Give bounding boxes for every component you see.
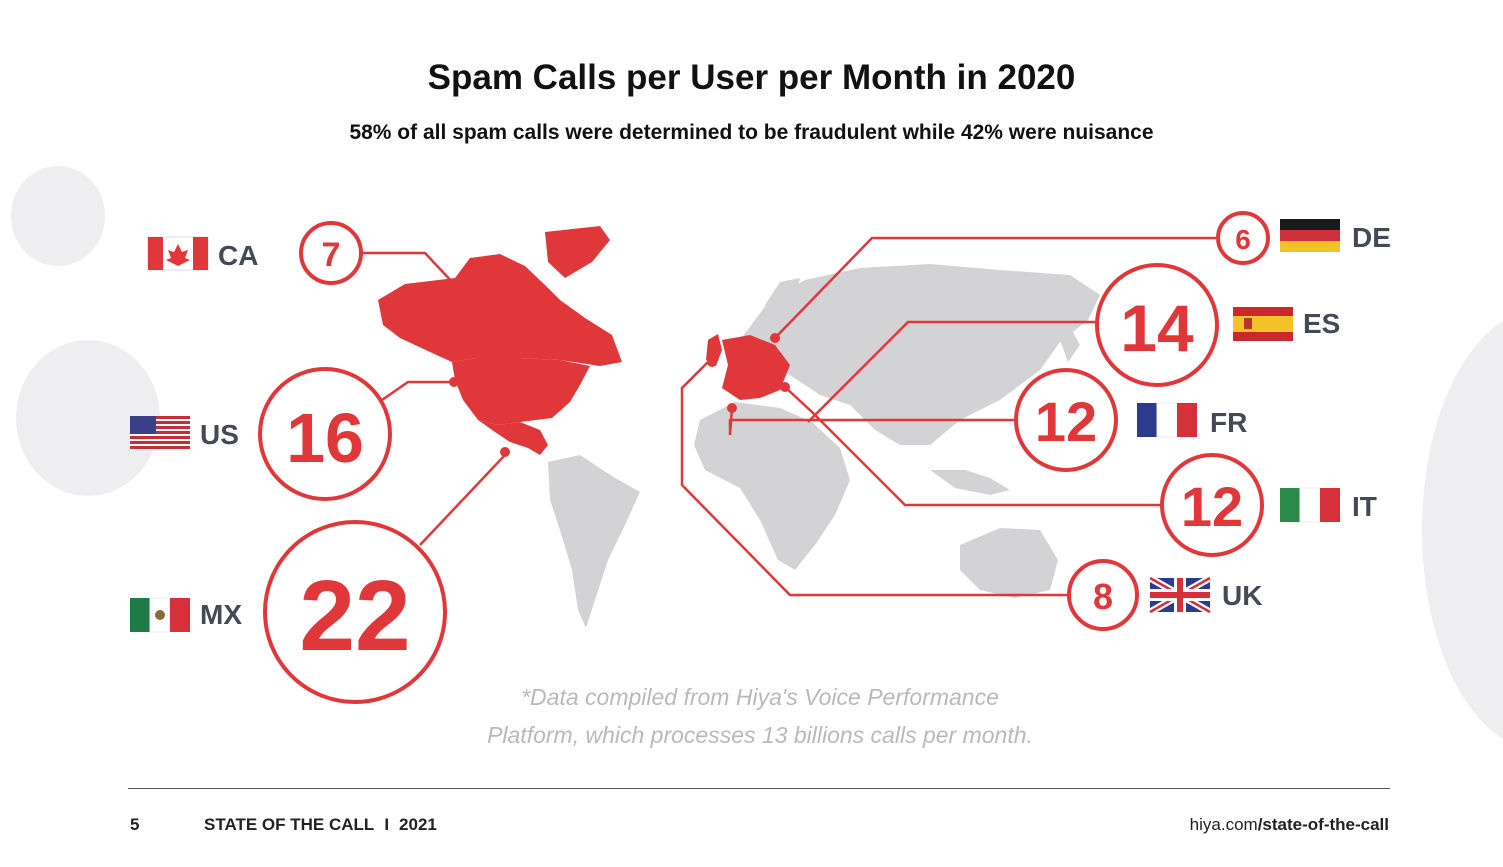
value-uk: 8	[1093, 576, 1113, 617]
dot-uk	[707, 357, 717, 367]
circle-ca	[299, 221, 363, 285]
flag-ca-icon	[147, 236, 209, 271]
connector-lines	[362, 236, 1216, 597]
code-it: IT	[1352, 491, 1377, 522]
circle-it	[1160, 453, 1264, 557]
code-es: ES	[1303, 308, 1340, 339]
report-name: STATE OF THE CALL	[204, 815, 375, 834]
flag-uk-icon	[1148, 574, 1212, 616]
value-it: 12	[1181, 475, 1243, 538]
map-africa	[694, 402, 850, 570]
map-europe	[722, 335, 790, 400]
dot-fr	[727, 403, 737, 413]
map-south-america	[548, 455, 640, 628]
code-us: US	[200, 419, 239, 450]
footer-divider-line	[128, 788, 1390, 789]
connector-dots	[449, 280, 790, 457]
value-es: 14	[1120, 291, 1194, 365]
flag-de-icon	[1280, 219, 1340, 252]
circle-de	[1216, 211, 1270, 265]
url-path: /state-of-the-call	[1257, 815, 1389, 834]
flag-fr-icon	[1137, 402, 1197, 438]
connector-us	[381, 380, 454, 402]
report-label: STATE OF THE CALL I 2021	[204, 815, 437, 835]
decor-blob-top-left	[11, 166, 105, 266]
data-source-note: *Data compiled from Hiya's Voice Perform…	[430, 678, 1090, 754]
page-number: 5	[130, 815, 140, 834]
connector-uk	[680, 357, 1068, 597]
dot-it	[780, 382, 790, 392]
world-map	[378, 226, 1100, 628]
note-line-1: *Data compiled from Hiya's Voice Perform…	[521, 684, 999, 710]
circle-uk	[1067, 559, 1139, 631]
connector-de	[774, 236, 1216, 339]
value-de: 6	[1235, 224, 1251, 255]
note-line-2: Platform, which processes 13 billions ca…	[487, 722, 1033, 748]
map-mexico	[478, 420, 548, 455]
map-canada	[378, 254, 622, 366]
flag-es-icon	[1233, 307, 1293, 341]
decor-blob-mid-left	[16, 340, 160, 496]
connector-ca	[362, 251, 456, 286]
code-mx: MX	[200, 599, 242, 630]
circle-es	[1095, 263, 1219, 387]
value-circles	[258, 211, 1270, 704]
url-domain: hiya.com	[1189, 815, 1258, 834]
circle-us	[258, 367, 392, 501]
map-japan	[1060, 330, 1080, 362]
footer-url[interactable]: hiya.com/state-of-the-call	[1190, 815, 1389, 835]
value-ca: 7	[322, 236, 341, 274]
dot-us	[449, 377, 459, 387]
footer-separator: I	[384, 815, 390, 834]
value-us: 16	[286, 399, 364, 477]
connector-mx	[419, 454, 506, 546]
code-uk: UK	[1222, 580, 1262, 611]
map-asia	[740, 264, 1100, 445]
code-ca: CA	[218, 240, 258, 271]
value-fr: 12	[1035, 390, 1097, 453]
dot-ca	[450, 280, 460, 290]
value-mx: 22	[299, 560, 410, 672]
report-year: 2021	[399, 815, 437, 834]
page-subtitle: 58% of all spam calls were determined to…	[349, 121, 1154, 144]
circle-fr	[1014, 368, 1118, 472]
flag-us-icon	[130, 416, 190, 450]
circle-mx	[263, 520, 447, 704]
flag-it-icon	[1280, 487, 1340, 523]
dot-de	[770, 333, 780, 343]
map-usa	[452, 358, 590, 425]
page-title: Spam Calls per User per Month in 2020	[427, 58, 1076, 97]
map-indonesia	[930, 470, 1010, 495]
decor-blob-right	[1422, 321, 1503, 739]
map-australia	[960, 528, 1058, 598]
connector-it	[784, 386, 1160, 507]
flag-mx-icon	[130, 597, 190, 633]
connector-es	[807, 320, 1098, 423]
code-fr: FR	[1210, 407, 1247, 438]
dot-mx	[500, 447, 510, 457]
code-de: DE	[1352, 222, 1391, 253]
map-scandinavia	[765, 278, 800, 320]
connector-fr	[728, 407, 1015, 436]
map-greenland	[545, 226, 610, 278]
